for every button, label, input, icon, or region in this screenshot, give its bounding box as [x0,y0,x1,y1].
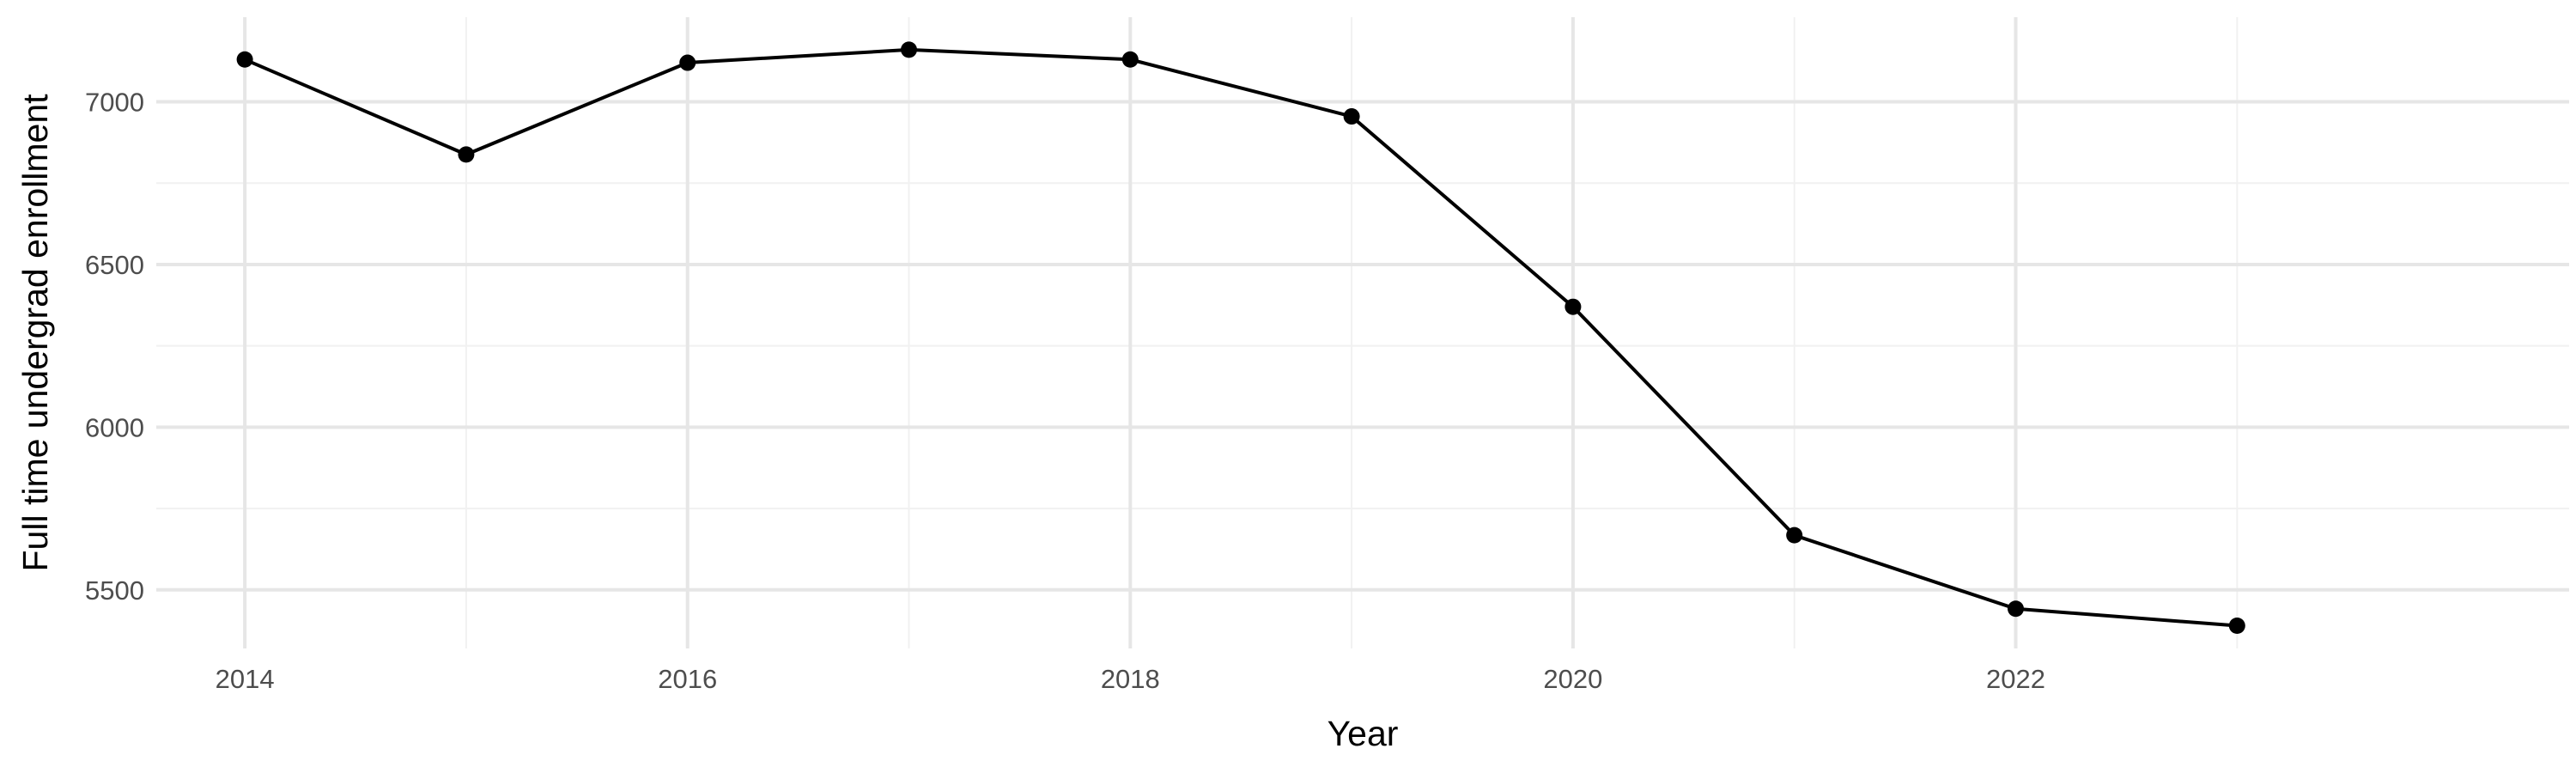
tick-labels: 5500 6000 6500 7000 2014 2016 2018 2020 2022 [85,88,2045,694]
data-point [1564,298,1582,315]
grid-lines [156,17,2569,648]
data-point [901,41,918,58]
y-tick-label: 5500 [85,575,144,606]
x-tick-label: 2018 [1101,664,1160,694]
data-point [236,51,253,68]
x-tick-label: 2016 [658,664,717,694]
series-line [244,47,2238,628]
y-axis-title: Full time undergrad enrollment [15,94,55,572]
data-point [1786,526,1803,544]
y-tick-label: 7000 [85,88,144,118]
data-point [2228,617,2245,634]
y-tick-label: 6500 [85,250,144,280]
data-point [1121,51,1139,68]
y-tick-label: 6000 [85,412,144,442]
x-tick-label: 2014 [216,664,275,694]
series-layer [236,41,2245,634]
x-tick-label: 2022 [1986,664,2045,694]
data-point [458,146,475,163]
data-point [2008,600,2025,618]
data-point [1343,108,1360,125]
data-point [679,54,696,71]
x-axis-title: Year [1327,714,1399,753]
x-tick-label: 2020 [1543,664,1602,694]
